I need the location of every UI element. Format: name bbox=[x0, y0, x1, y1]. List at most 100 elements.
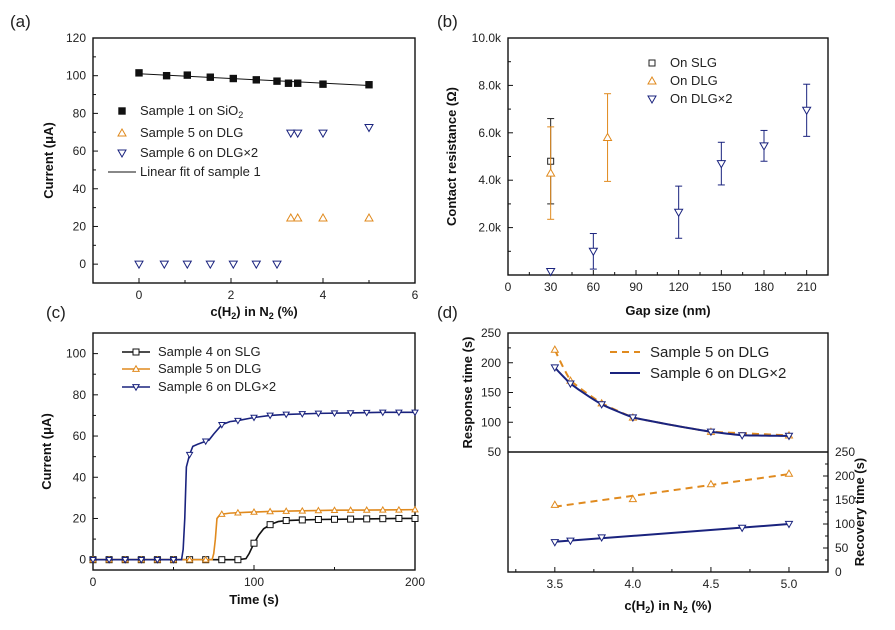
panel-c-legend-entry: Sample 6 on DLG×2 bbox=[158, 379, 276, 394]
panel-d-top-ytick-label: 50 bbox=[488, 445, 502, 459]
panel-c-point bbox=[282, 517, 290, 525]
panel-a-ytick-label: 80 bbox=[73, 106, 87, 120]
panel-c-point bbox=[411, 409, 419, 417]
panel-b-point bbox=[545, 267, 556, 277]
panel-c-series-line bbox=[93, 517, 415, 561]
panel-c-point bbox=[314, 506, 323, 514]
panel-b-xtick-label: 90 bbox=[629, 280, 643, 294]
panel-d-recovery-point bbox=[784, 469, 794, 477]
panel-a-point bbox=[292, 129, 303, 139]
panel-a-ytick-label: 120 bbox=[66, 31, 86, 45]
panel-b-point bbox=[759, 142, 769, 151]
panel-b-xlabel: Gap size (nm) bbox=[625, 303, 710, 318]
panel-a-point bbox=[285, 129, 296, 139]
panel-b-legend-entry: On DLG bbox=[670, 73, 718, 88]
panel-a-point bbox=[252, 76, 261, 84]
panel-d-recovery-line bbox=[554, 523, 790, 543]
panel-b-point bbox=[801, 106, 812, 116]
panel-c-ytick-label: 60 bbox=[73, 429, 87, 443]
panel-d-recovery-point bbox=[784, 520, 794, 529]
panel-b-point bbox=[716, 160, 727, 169]
panel-b-xtick-label: 0 bbox=[505, 280, 512, 294]
panel-c-point bbox=[379, 515, 387, 523]
panel-a-label: (a) bbox=[10, 12, 31, 31]
panel-d-ylabel-right: Recovery time (s) bbox=[852, 458, 867, 566]
panel-a-legend-key bbox=[117, 127, 127, 137]
panel-b-point bbox=[673, 208, 684, 218]
panel-d-xtick-label: 4.0 bbox=[625, 577, 642, 591]
panel-c-point bbox=[153, 556, 162, 564]
panel-b-xtick-label: 210 bbox=[797, 280, 817, 294]
panel-c-xtick-label: 0 bbox=[90, 575, 97, 589]
panel-c-series-line bbox=[93, 411, 415, 561]
panel-c-ylabel: Current (μA) bbox=[39, 413, 54, 490]
panel-a-legend-entry: Sample 6 on DLG×2 bbox=[140, 145, 258, 160]
panel-a-point bbox=[285, 212, 296, 222]
panel-a-point bbox=[251, 260, 262, 270]
panel-b: (b) 0 30 60 90 120 150 180 210 2.0k 4.0k 6.0k 8.0k 10… bbox=[437, 12, 829, 318]
panel-c-point bbox=[201, 555, 210, 563]
panel-b-point bbox=[588, 247, 599, 257]
panel-c-point bbox=[234, 417, 242, 425]
panel-c-point bbox=[362, 409, 371, 417]
panel-a-point bbox=[292, 212, 303, 222]
panel-c-legend-key bbox=[132, 348, 140, 356]
panel-a-point bbox=[364, 212, 374, 222]
panel-c-point bbox=[378, 409, 387, 417]
panel-a-point bbox=[206, 73, 215, 81]
panel-a-legend-key bbox=[117, 149, 127, 159]
panel-a-point bbox=[183, 71, 192, 79]
panel-c-legend-key bbox=[131, 384, 141, 392]
panel-b-xtick-label: 180 bbox=[754, 280, 774, 294]
panel-d-response-curve bbox=[554, 366, 789, 437]
panel-c-xlabel: Time (s) bbox=[229, 592, 279, 607]
panel-a-xtick-label: 0 bbox=[136, 288, 143, 302]
panel-a-xtick-label: 4 bbox=[320, 288, 327, 302]
panel-c-point bbox=[346, 506, 355, 513]
panel-c-point bbox=[411, 514, 419, 522]
panel-a-point bbox=[273, 77, 281, 85]
panel-d-xtick-label: 3.5 bbox=[546, 577, 563, 591]
panel-b-xtick-label: 150 bbox=[711, 280, 731, 294]
panel-c-xtick-label: 200 bbox=[405, 575, 425, 589]
panel-c-point bbox=[266, 412, 274, 420]
panel-a-point bbox=[205, 260, 216, 270]
panel-c-ytick-label: 0 bbox=[79, 553, 86, 567]
panel-c-point bbox=[346, 410, 355, 417]
panel-c-point bbox=[378, 505, 387, 513]
panel-d-response-point bbox=[550, 345, 560, 353]
panel-c-ytick-label: 100 bbox=[66, 347, 86, 361]
panel-a-point bbox=[134, 260, 144, 270]
panel-b-legend-entry: On DLG×2 bbox=[670, 91, 733, 106]
panel-d-response-curve bbox=[553, 349, 790, 437]
panel-c-point bbox=[395, 514, 403, 522]
panel-c-point bbox=[105, 556, 113, 564]
panel-c-point bbox=[314, 516, 322, 524]
panel-c-point bbox=[395, 505, 403, 513]
panel-a-point bbox=[284, 79, 293, 87]
panel-b-ylabel: Contact resistance (Ω) bbox=[444, 87, 459, 226]
panel-c-point bbox=[234, 556, 242, 564]
panel-c-point bbox=[347, 515, 355, 523]
panel-c-point bbox=[266, 521, 274, 529]
panel-b-xtick-label: 30 bbox=[544, 280, 558, 294]
panel-d-response-point bbox=[628, 414, 638, 422]
panel-d-legend-entry: Sample 5 on DLG bbox=[650, 344, 769, 361]
panel-d-response-point bbox=[597, 401, 607, 409]
panel-c-label: (c) bbox=[46, 303, 66, 322]
panel-b-ytick-label: 10.0k bbox=[472, 31, 502, 45]
panel-b-legend-key bbox=[647, 75, 657, 85]
panel-a-point bbox=[229, 74, 238, 83]
panel-c-xtick-label: 100 bbox=[244, 575, 264, 589]
panel-c-point bbox=[234, 508, 242, 516]
panel-c-legend-entry: Sample 5 on DLG bbox=[158, 361, 261, 376]
panel-a-ytick-label: 20 bbox=[73, 219, 87, 233]
panel-b-xtick-label: 120 bbox=[669, 280, 689, 294]
panel-c-point bbox=[185, 451, 194, 459]
panel-b-point bbox=[602, 132, 613, 142]
panel-c-point bbox=[363, 515, 371, 523]
panel-d-bottom-ytick-label: 100 bbox=[835, 517, 855, 531]
panel-d-recovery-point bbox=[550, 500, 560, 508]
panel-b-ytick-label: 4.0k bbox=[478, 173, 502, 187]
